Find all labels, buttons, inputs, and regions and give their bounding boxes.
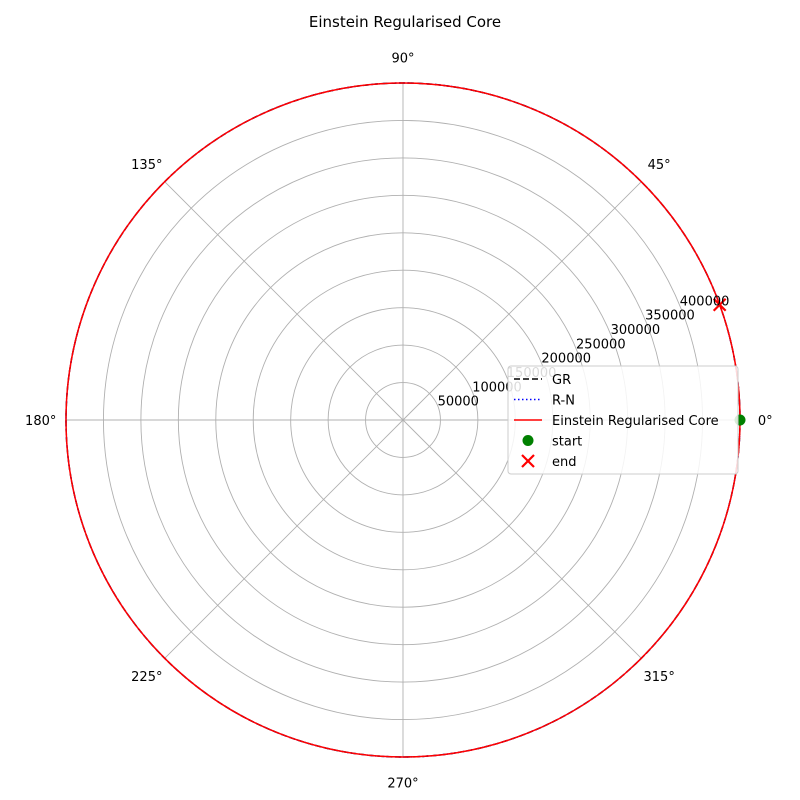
legend-box [507,365,739,475]
theta-tick-label-180: 180° [25,414,56,429]
legend-item-r-n: R-N [514,394,575,409]
legend-label: end [552,455,577,470]
legend-swatch [522,435,534,446]
angular-gridline-45 [402,181,642,421]
r-tick-label-200000: 200000 [541,352,591,367]
theta-tick-label-315: 315° [644,670,675,685]
legend: GR R-N Einstein Regularised Core start end [507,365,739,475]
r-tick-label-250000: 250000 [576,337,626,352]
r-tick-label-400000: 400000 [680,294,730,309]
legend-label: R-N [552,394,575,409]
theta-tick-label-90: 90° [391,52,414,67]
angular-tick-labels: 0° 45° 90° 135° 180° 225° 270° 315° [25,52,773,792]
theta-tick-label-225: 225° [131,670,162,685]
theta-tick-label-45: 45° [648,158,671,173]
theta-tick-label-0: 0° [758,414,773,429]
legend-item-start: start [522,435,582,450]
legend-item-end: end [521,454,577,470]
angular-gridline-315 [402,419,642,659]
angular-gridline-135 [164,181,404,421]
r-tick-label-300000: 300000 [611,323,661,338]
legend-label: start [552,435,582,450]
legend-label: Einstein Regularised Core [552,414,719,429]
theta-tick-label-270: 270° [387,776,418,791]
chart-title: Einstein Regularised Core [309,13,501,31]
legend-item-einstein-regularised-core: Einstein Regularised Core [514,414,719,429]
marker-end [712,297,727,312]
legend-label: GR [552,373,571,388]
legend-item-gr: GR [514,373,571,388]
r-tick-label-50000: 50000 [438,395,479,410]
angular-gridline-225 [164,419,404,659]
theta-tick-label-135: 135° [131,158,162,173]
r-tick-label-350000: 350000 [645,309,695,324]
